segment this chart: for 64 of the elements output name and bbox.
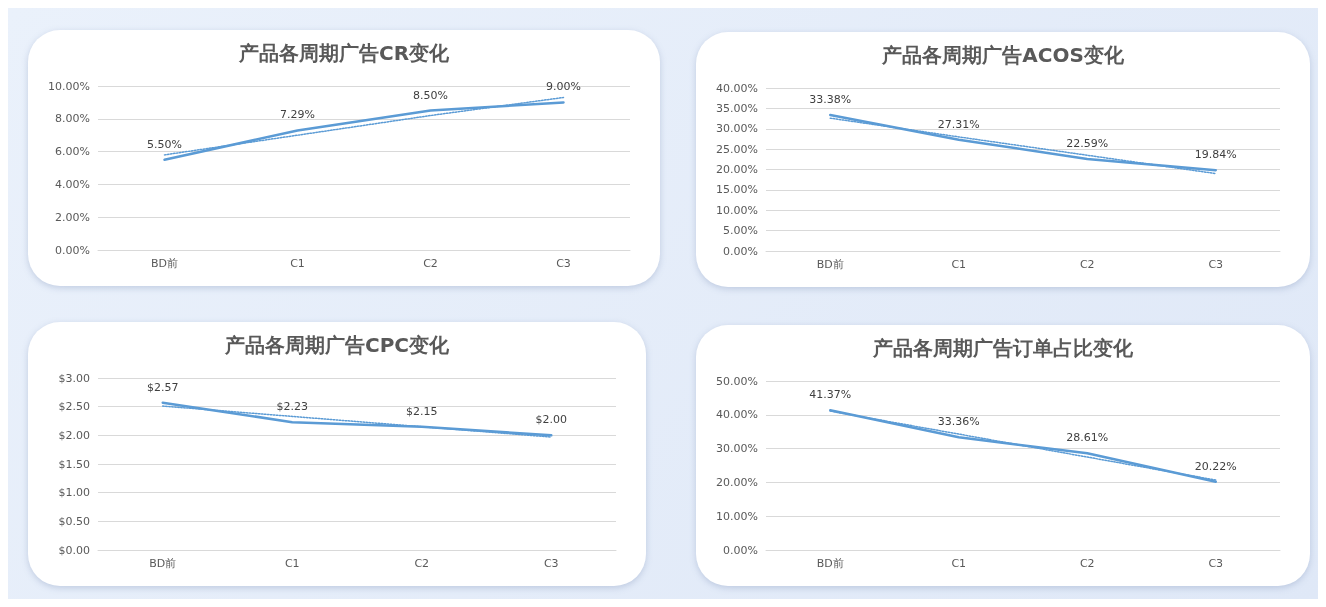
y-tick-label: $1.00 [58,486,90,500]
y-tick-label: 30.00% [716,122,758,136]
y-tick-label: $0.00 [58,543,90,557]
data-label: 22.59% [1066,136,1109,150]
y-tick-label: 30.00% [716,442,758,456]
x-tick-label: C2 [1079,557,1095,570]
y-tick-label: 0.00% [723,543,758,557]
y-tick-label: 35.00% [716,101,758,115]
x-tick-label: C3 [543,557,559,570]
data-label: 27.31% [937,117,980,131]
x-tick-label: C1 [951,557,967,570]
y-tick-label: 40.00% [716,81,758,95]
data-label: $2.23 [276,400,308,414]
x-tick-label: BD前 [150,257,179,270]
x-tick-label: BD前 [149,557,177,570]
x-tick-label: C3 [1208,258,1224,271]
data-label: 33.36% [937,415,980,429]
y-tick-label: $1.50 [58,457,90,471]
y-tick-label: 20.00% [716,475,758,489]
data-label: 9.00% [546,80,581,94]
y-tick-label: 0.00% [723,244,758,258]
data-label: 20.22% [1194,459,1237,473]
chart-title: 产品各周期广告CR变化 [237,41,451,65]
y-tick-label: $2.00 [58,428,90,442]
y-tick-label: 50.00% [716,374,758,388]
data-label: $2.15 [406,404,438,418]
data-label: 33.38% [809,92,852,106]
chart-title: 产品各周期广告CPC变化 [223,333,451,357]
data-label: 5.50% [147,137,182,151]
y-tick-label: 40.00% [716,408,758,422]
y-tick-label: 2.00% [55,210,90,224]
chart-title: 产品各周期广告ACOS变化 [881,43,1125,67]
x-tick-label: BD前 [816,557,844,570]
y-tick-label: 0.00% [55,243,90,257]
chart-title: 产品各周期广告订单占比变化 [872,336,1134,360]
x-tick-label: C2 [1079,258,1095,271]
x-tick-label: C1 [284,557,300,570]
y-tick-label: $0.50 [58,514,90,528]
y-tick-label: 5.00% [723,224,758,238]
data-label: 8.50% [413,88,448,102]
data-label: $2.00 [535,413,567,427]
x-tick-label: C1 [951,258,967,271]
y-tick-label: 10.00% [48,79,90,93]
x-tick-label: C3 [556,257,571,270]
x-tick-label: C2 [423,257,438,270]
y-tick-label: 10.00% [716,203,758,217]
y-tick-label: $3.00 [58,371,90,385]
y-tick-label: 6.00% [55,145,90,159]
y-tick-label: $2.50 [58,400,90,414]
x-tick-label: C3 [1208,557,1224,570]
data-label: $2.57 [147,380,179,394]
y-tick-label: 25.00% [716,142,758,156]
data-label: 41.37% [809,388,852,402]
x-tick-label: BD前 [816,258,844,271]
y-tick-label: 8.00% [55,112,90,126]
y-tick-label: 15.00% [716,183,758,197]
y-tick-label: 10.00% [716,509,758,523]
y-tick-label: 4.00% [55,177,90,191]
data-label: 7.29% [280,108,315,122]
data-label: 19.84% [1194,148,1237,162]
x-tick-label: C1 [290,257,305,270]
data-label: 28.61% [1066,431,1109,445]
x-tick-label: C2 [414,557,430,570]
y-tick-label: 20.00% [716,163,758,176]
